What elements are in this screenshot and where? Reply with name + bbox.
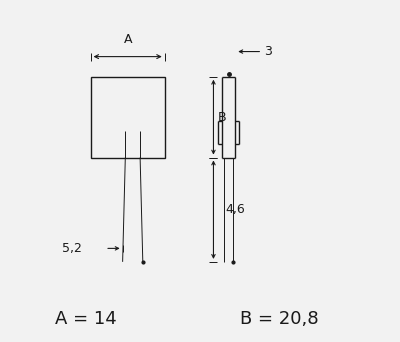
Bar [91,77,165,158]
Text: 5,2: 5,2 [62,242,82,255]
Text: 3: 3 [264,45,272,58]
Text: A = 14: A = 14 [55,310,117,328]
Text: B: B [218,111,226,124]
Text: A: A [124,33,132,46]
Text: B = 20,8: B = 20,8 [240,310,319,328]
Text: 4,6: 4,6 [226,203,245,216]
